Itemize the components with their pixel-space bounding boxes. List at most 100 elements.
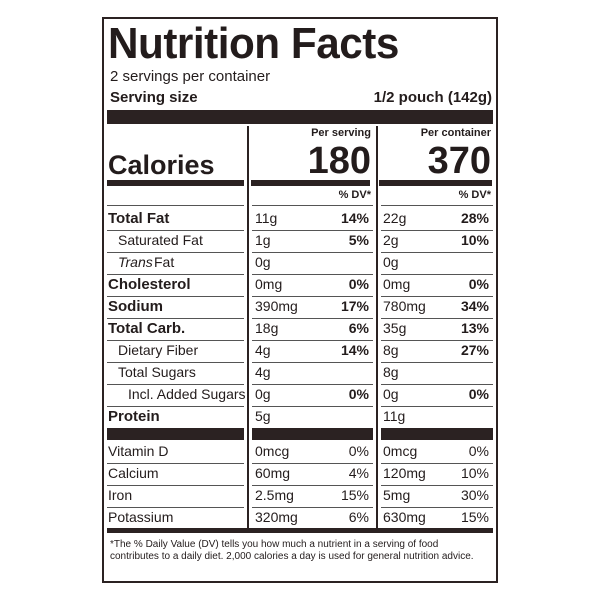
amount: 60mg [255, 465, 291, 481]
amount: 0mg [383, 276, 411, 292]
row-rule [252, 406, 373, 407]
row-rule [381, 252, 493, 253]
row-rule [107, 340, 244, 341]
daily-value: 0% [468, 276, 489, 292]
daily-value: 0% [468, 386, 489, 402]
nutrient-name: Sodium [108, 298, 163, 315]
amount: 390mg [255, 298, 298, 314]
daily-value: 5% [348, 232, 369, 248]
row-rule [107, 463, 244, 464]
row-rule [381, 507, 493, 508]
amount: 120mg [383, 465, 426, 481]
nutrient-name: Total Fat [108, 210, 170, 227]
row-rule [381, 406, 493, 407]
thick-rule [107, 110, 493, 124]
row-rule [381, 296, 493, 297]
thick-rule [107, 528, 493, 533]
row-rule [107, 384, 244, 385]
daily-value: 13% [460, 320, 489, 336]
nutrient-name: Potassium [108, 509, 174, 525]
nutrient-name: Cholesterol [108, 276, 191, 293]
amount: 5g [255, 408, 271, 424]
amount: 0g [383, 386, 399, 402]
daily-value: 27% [460, 342, 489, 358]
row-rule [107, 252, 244, 253]
row-rule [107, 274, 244, 275]
row-rule [252, 230, 373, 231]
row-rule [381, 274, 493, 275]
daily-value: 34% [460, 298, 489, 314]
nutrient-name: Vitamin D [108, 443, 169, 459]
row-rule [107, 296, 244, 297]
amount: 4g [255, 364, 271, 380]
daily-value: 14% [340, 342, 369, 358]
nutrient-name-italic: Trans [118, 254, 153, 270]
row-rule [107, 362, 244, 363]
footnote: *The % Daily Value (DV) tells you how mu… [110, 539, 474, 562]
calories-label: Calories [108, 150, 215, 180]
amount: 0g [383, 254, 399, 270]
amount: 11g [383, 408, 406, 424]
serving-size-label: Serving size [110, 89, 198, 106]
servings: 2 servings per container [110, 68, 271, 85]
title: Nutrition Facts [108, 19, 399, 68]
column-divider [247, 126, 249, 530]
row-rule [252, 384, 373, 385]
thick-rule [252, 428, 373, 440]
amount: 1g [255, 232, 271, 248]
nutrient-name: Calcium [108, 465, 159, 481]
row-rule [381, 485, 493, 486]
nutrient-name: Protein [108, 408, 160, 425]
daily-value: 30% [460, 487, 489, 503]
row-rule [107, 507, 244, 508]
daily-value: 15% [340, 487, 369, 503]
amount: 780mg [383, 298, 426, 314]
row-rule [252, 318, 373, 319]
daily-value: 0% [348, 386, 369, 402]
row-rule [107, 406, 244, 407]
row-rule [252, 463, 373, 464]
daily-value: 28% [460, 210, 489, 226]
row-rule [252, 340, 373, 341]
calories-value: 370 [427, 140, 491, 182]
thick-rule [381, 428, 493, 440]
column-heading: Per serving [311, 127, 371, 139]
column-heading: Per container [420, 127, 491, 139]
daily-value: 0% [348, 276, 369, 292]
dv-heading: % DV* [338, 189, 371, 201]
nutrient-name: Iron [108, 487, 133, 503]
nutrient-name: Dietary Fiber [118, 342, 199, 358]
amount: 0mg [255, 276, 283, 292]
row-rule [381, 340, 493, 341]
amount: 35g [383, 320, 407, 336]
row-rule [252, 252, 373, 253]
amount: 8g [383, 342, 399, 358]
daily-value: 15% [460, 509, 489, 525]
amount: 22g [383, 210, 407, 226]
amount: 630mg [383, 509, 426, 525]
amount: 0mcg [383, 443, 418, 459]
daily-value: 14% [340, 210, 369, 226]
daily-value: 0% [348, 443, 369, 459]
row-rule [107, 485, 244, 486]
row-rule [381, 463, 493, 464]
row-rule [381, 318, 493, 319]
amount: 4g [255, 342, 271, 358]
row-rule [252, 362, 373, 363]
row-rule [252, 274, 373, 275]
daily-value: 17% [340, 298, 369, 314]
column-divider [376, 126, 378, 530]
amount: 2g [383, 232, 399, 248]
amount: 0g [255, 386, 271, 402]
daily-value: 6% [348, 320, 369, 336]
amount: 0mcg [255, 443, 290, 459]
nutrient-name: Fat [154, 254, 175, 270]
amount: 18g [255, 320, 279, 336]
row-rule [381, 230, 493, 231]
amount: 0g [255, 254, 271, 270]
row-rule [381, 362, 493, 363]
row-rule [381, 384, 493, 385]
nutrient-name: Saturated Fat [118, 232, 203, 248]
